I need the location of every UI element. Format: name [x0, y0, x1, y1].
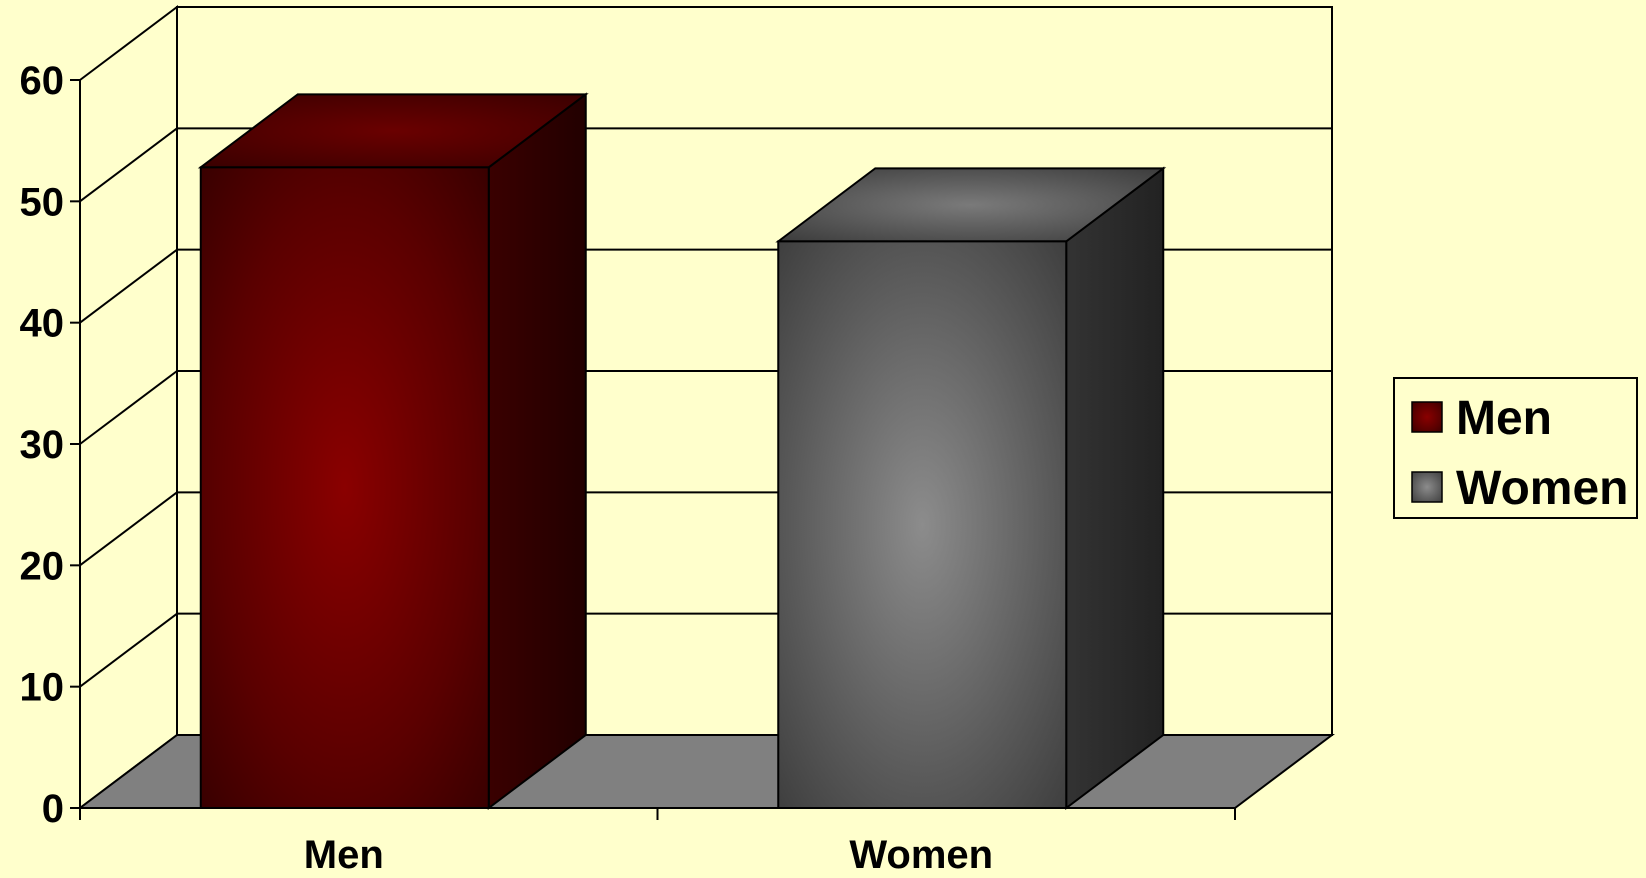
y-tick-label: 30 — [20, 423, 65, 467]
bars — [197, 92, 1167, 811]
legend-swatch-men — [1411, 401, 1443, 433]
legend-label-men: Men — [1456, 392, 1552, 445]
y-axis-ticks: 0 10 20 30 40 50 60 — [20, 59, 80, 831]
legend-swatch-women — [1411, 471, 1443, 503]
legend: Men Women — [1393, 377, 1638, 519]
bar-women-side — [1065, 166, 1165, 811]
bar-men-side — [487, 92, 587, 811]
gridline-side — [79, 491, 178, 567]
legend-item-men: Men — [1411, 392, 1552, 445]
y-tick-label: 50 — [20, 180, 65, 224]
legend-label-women: Women — [1456, 462, 1628, 515]
x-tick-label: Women — [849, 833, 993, 877]
y-tick-label: 20 — [20, 544, 65, 588]
x-tick-label: Men — [304, 833, 384, 877]
bar-men — [199, 166, 490, 810]
y-tick-label: 60 — [20, 59, 65, 103]
gridline-side — [79, 370, 178, 445]
gridline-side — [79, 248, 178, 324]
y-tick-label: 10 — [20, 666, 65, 710]
gridline-side — [79, 127, 178, 203]
y-tick-label: 0 — [42, 787, 64, 831]
legend-item-women: Women — [1411, 462, 1628, 515]
x-axis-ticks: Men Women — [79, 808, 1236, 877]
gridline-side — [79, 612, 178, 688]
bar-women — [777, 240, 1068, 809]
y-tick-label: 40 — [20, 302, 65, 346]
